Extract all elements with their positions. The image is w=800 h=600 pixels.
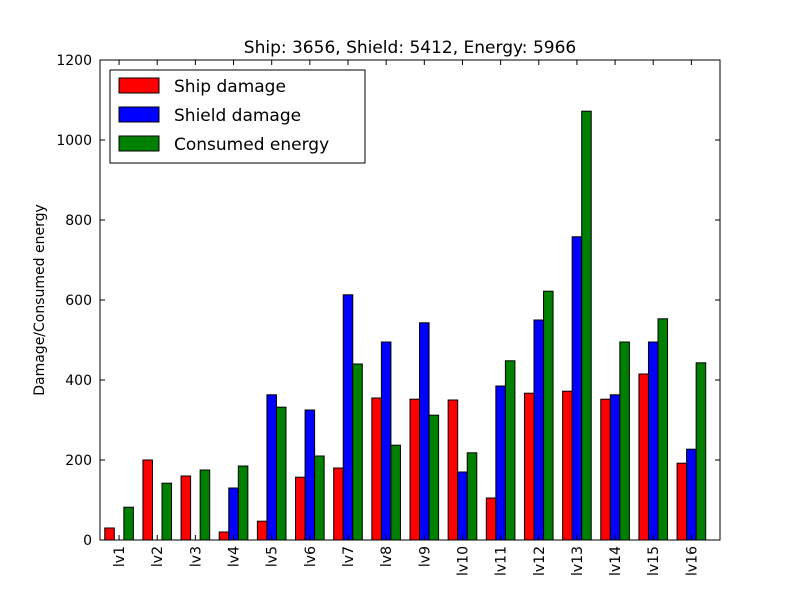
legend: Ship damage Shield damage Consumed energy bbox=[109, 69, 366, 164]
bar-lv6-series-1 bbox=[295, 476, 306, 541]
x-tick-label: lv14 bbox=[608, 546, 624, 576]
x-tick-label: lv11 bbox=[494, 546, 510, 576]
chart-title: Ship: 3656, Shield: 5412, Energy: 5966 bbox=[244, 38, 576, 58]
bar-lv3-series-3 bbox=[199, 469, 211, 541]
bar-lv13-series-3 bbox=[581, 110, 592, 541]
x-tick-label: lv3 bbox=[188, 546, 204, 567]
bar-lv7-series-1 bbox=[333, 467, 344, 541]
y-tick-label: 400 bbox=[65, 373, 92, 389]
bar-lv16-series-3 bbox=[695, 362, 707, 541]
bar-lv16-series-2 bbox=[686, 448, 697, 541]
bar-lv6-series-3 bbox=[314, 455, 325, 541]
x-tick-label: lv6 bbox=[303, 546, 319, 567]
bar-lv12-series-2 bbox=[533, 319, 545, 541]
bar-lv14-series-3 bbox=[619, 341, 630, 541]
bar-lv11-series-2 bbox=[495, 385, 506, 541]
bar-lv9-series-1 bbox=[409, 398, 421, 541]
x-tick-label: lv9 bbox=[417, 546, 433, 567]
bar-lv16-series-1 bbox=[676, 462, 688, 541]
bar-lv2-series-1 bbox=[142, 459, 153, 541]
x-tick-label: lv10 bbox=[455, 546, 471, 576]
x-tick-label: lv8 bbox=[379, 546, 395, 567]
x-tick-label: lv13 bbox=[570, 546, 586, 576]
ticks-group: 0 200 400 600 800 1000 1200 lv1 lv2 lv3 lv4 lv5 lv6 l… bbox=[56, 53, 720, 576]
bar-lv3-series-1 bbox=[180, 475, 192, 541]
x-tick-label: lv1 bbox=[112, 546, 128, 567]
bar-lv9-series-2 bbox=[419, 322, 430, 541]
bar-lv10-series-2 bbox=[457, 471, 468, 541]
y-tick-label: 1200 bbox=[56, 53, 92, 69]
bar-lv8-series-1 bbox=[371, 397, 382, 541]
bar-lv6-series-2 bbox=[304, 409, 316, 541]
x-tick-label: lv4 bbox=[227, 546, 243, 567]
x-tick-label: lv12 bbox=[532, 546, 548, 576]
bar-lv5-series-3 bbox=[275, 406, 287, 541]
bar-lv8-series-2 bbox=[380, 341, 392, 541]
y-tick-label: 600 bbox=[65, 293, 92, 309]
y-axis-label: Damage/Consumed energy bbox=[32, 204, 48, 396]
bar-lv10-series-1 bbox=[447, 399, 459, 541]
bar-lv8-series-3 bbox=[390, 444, 401, 541]
legend-swatch bbox=[118, 135, 160, 152]
legend-swatch bbox=[118, 106, 160, 123]
x-tick-label: lv5 bbox=[265, 546, 281, 567]
bar-lv12-series-3 bbox=[543, 290, 554, 541]
x-tick-label: lv16 bbox=[684, 546, 700, 576]
legend-label: Consumed energy bbox=[174, 135, 329, 155]
bar-lv11-series-1 bbox=[485, 497, 497, 541]
bar-lv4-series-2 bbox=[228, 487, 239, 541]
bar-lv7-series-2 bbox=[342, 294, 354, 541]
bar-lv15-series-3 bbox=[657, 318, 669, 541]
bar-lv12-series-1 bbox=[523, 392, 535, 541]
bar-lv5-series-2 bbox=[266, 394, 277, 541]
bar-lv13-series-2 bbox=[571, 236, 583, 541]
y-tick-label: 1000 bbox=[56, 133, 92, 149]
bar-lv15-series-1 bbox=[638, 373, 649, 541]
bars-group bbox=[104, 110, 707, 541]
bar-lv10-series-3 bbox=[466, 452, 478, 541]
bar-lv2-series-3 bbox=[161, 482, 173, 541]
y-tick-label: 200 bbox=[65, 453, 92, 469]
bar-lv13-series-1 bbox=[562, 390, 573, 541]
bar-lv4-series-3 bbox=[237, 465, 249, 541]
bar-lv11-series-3 bbox=[504, 360, 516, 541]
bar-lv9-series-3 bbox=[428, 414, 440, 541]
x-tick-label: lv15 bbox=[646, 546, 662, 576]
bar-lv7-series-3 bbox=[352, 363, 363, 541]
bar-lv14-series-1 bbox=[600, 398, 611, 541]
bar-lv1-series-3 bbox=[123, 506, 134, 541]
bar-lv5-series-1 bbox=[256, 520, 268, 541]
bar-lv1-series-1 bbox=[104, 527, 115, 541]
legend-label: Ship damage bbox=[174, 77, 286, 97]
x-tick-label: lv7 bbox=[341, 546, 357, 567]
legend-label: Shield damage bbox=[174, 106, 301, 126]
bar-lv15-series-2 bbox=[647, 341, 659, 541]
y-tick-label: 800 bbox=[65, 213, 92, 229]
bar-lv14-series-2 bbox=[609, 394, 621, 541]
bar-lv4-series-1 bbox=[218, 531, 230, 541]
x-tick-label: lv2 bbox=[150, 546, 166, 567]
legend-swatch bbox=[118, 77, 160, 94]
plot-frame bbox=[99, 59, 721, 541]
y-tick-label: 0 bbox=[83, 533, 92, 549]
